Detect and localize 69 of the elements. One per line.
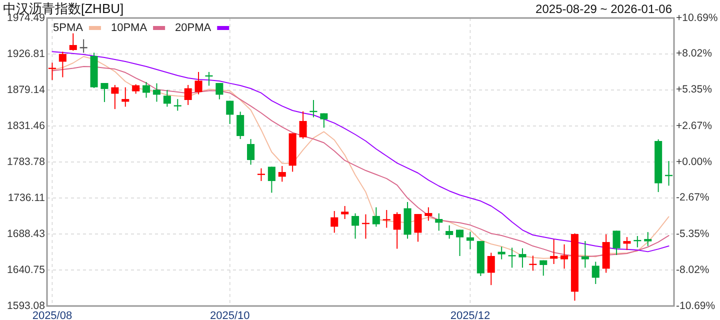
candlestick: [299, 110, 307, 140]
candlestick: [612, 230, 620, 256]
candlestick: [352, 212, 360, 240]
chart-subtitle: 2025-08-29 ~ 2026-01-06: [536, 2, 672, 16]
y-tick-label: 1879.14: [7, 84, 46, 96]
candlestick: [122, 86, 130, 108]
y2-tick-label: +8.02%: [676, 48, 712, 60]
candlestick: [80, 38, 88, 54]
candlestick: [372, 206, 380, 228]
candlestick: [69, 32, 77, 52]
candlestick: [435, 212, 443, 232]
candlestick: [278, 165, 286, 182]
chart-title: 中汉沥青指数[ZHBU]: [3, 1, 124, 16]
candlestick: [540, 260, 548, 276]
y2-tick-label: +5.35%: [676, 84, 712, 96]
candlestick: [446, 224, 454, 240]
candlestick: [560, 244, 568, 270]
y2-tick-label: -10.69%: [676, 300, 716, 312]
candlestick: [194, 71, 202, 95]
legend-label: 5PMA: [53, 22, 84, 34]
candlestick: [644, 232, 652, 247]
candlestick: [581, 240, 589, 268]
candlestick: [236, 111, 244, 140]
x-tick-label: 2025/10: [210, 310, 250, 320]
x-tick-label: 2025/12: [450, 310, 490, 320]
candlestick: [393, 212, 401, 250]
candlestick: [184, 84, 192, 106]
candlestick: [58, 51, 66, 78]
y-tick-label: 1831.46: [7, 120, 46, 132]
legend-label: 10PMA: [110, 22, 148, 34]
candlestick: [592, 261, 600, 285]
y2-tick-label: -5.35%: [676, 228, 710, 240]
y2-tick-label: -2.67%: [676, 192, 710, 204]
candlestick: [216, 82, 224, 100]
candlestick: [623, 236, 631, 251]
candlestick: [498, 246, 506, 260]
y-tick-label: 1926.81: [7, 48, 46, 60]
y2-tick-label: +0.00%: [676, 156, 712, 168]
candlestick: [424, 206, 432, 222]
x-tick-label: 2025/08: [32, 310, 72, 320]
y2-tick-label: +10.69%: [676, 12, 718, 24]
candlestick: [320, 112, 328, 128]
candlestick: [163, 90, 171, 108]
candlestick: [550, 238, 558, 264]
y2-tick-label: +2.67%: [676, 120, 712, 132]
candlestick: [341, 206, 349, 220]
candlestick: [226, 100, 234, 125]
y-tick-label: 1783.78: [7, 156, 46, 168]
candlestick: [247, 138, 255, 166]
candlestick: [100, 82, 108, 103]
candlestick: [382, 210, 390, 228]
candlestick: [111, 84, 119, 110]
candlestick: [268, 166, 276, 194]
candlestick: [132, 84, 140, 94]
candlestick: [487, 252, 495, 286]
candlestick: [330, 210, 338, 234]
candlestick: [142, 82, 150, 98]
candlestick: [508, 247, 516, 268]
y-tick-label: 1736.11: [8, 192, 46, 204]
y-tick-label: 1640.75: [7, 264, 46, 276]
candlestick: [456, 229, 464, 256]
candlestick: [414, 214, 422, 242]
candlestick: [174, 98, 182, 112]
y2-tick-label: -8.02%: [676, 264, 710, 276]
candlestick: [518, 248, 526, 268]
candlestick: [152, 82, 160, 102]
y-tick-label: 1593.08: [7, 300, 46, 312]
y-tick-label: 1688.43: [7, 228, 46, 240]
legend-label: 20PMA: [175, 22, 212, 34]
